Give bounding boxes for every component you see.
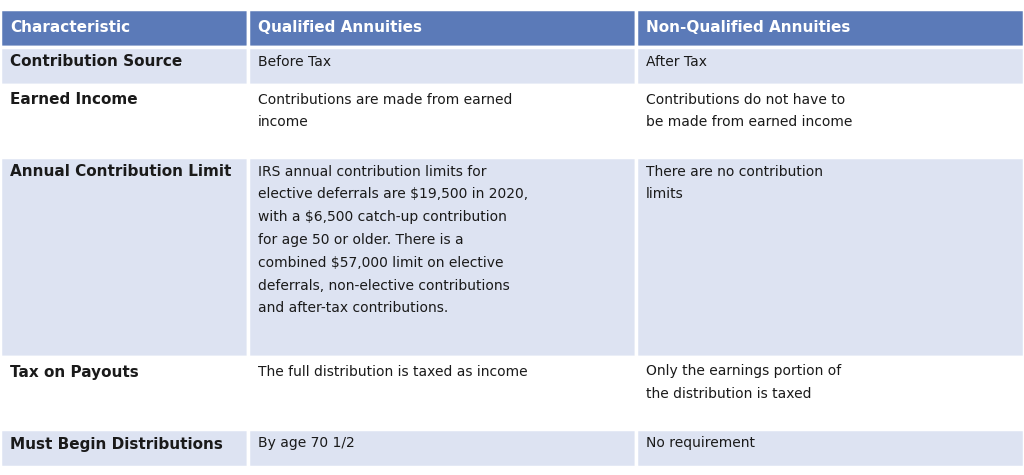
- Text: Must Begin Distributions: Must Begin Distributions: [10, 437, 223, 452]
- Bar: [248, 47, 636, 85]
- Bar: [248, 9, 636, 47]
- Bar: [636, 428, 1024, 466]
- Text: Contributions are made from earned
income: Contributions are made from earned incom…: [258, 93, 512, 129]
- Bar: [0, 47, 248, 85]
- Bar: [636, 156, 1024, 357]
- Text: Contribution Source: Contribution Source: [10, 55, 182, 69]
- Text: Annual Contribution Limit: Annual Contribution Limit: [10, 164, 231, 180]
- Bar: [0, 9, 248, 47]
- Text: Non-Qualified Annuities: Non-Qualified Annuities: [646, 20, 850, 35]
- Bar: [248, 156, 636, 357]
- Text: Qualified Annuities: Qualified Annuities: [258, 20, 422, 35]
- Bar: [248, 428, 636, 466]
- Bar: [0, 156, 248, 357]
- Bar: [0, 357, 248, 428]
- Text: Contributions do not have to
be made from earned income: Contributions do not have to be made fro…: [646, 93, 852, 129]
- Text: Before Tax: Before Tax: [258, 55, 331, 68]
- Text: There are no contribution
limits: There are no contribution limits: [646, 164, 823, 201]
- Bar: [636, 47, 1024, 85]
- Text: Earned Income: Earned Income: [10, 93, 137, 107]
- Bar: [636, 9, 1024, 47]
- Text: IRS annual contribution limits for
elective deferrals are $19,500 in 2020,
with : IRS annual contribution limits for elect…: [258, 164, 528, 315]
- Text: Characteristic: Characteristic: [10, 20, 130, 35]
- Text: No requirement: No requirement: [646, 437, 755, 450]
- Bar: [0, 428, 248, 466]
- Text: Only the earnings portion of
the distribution is taxed: Only the earnings portion of the distrib…: [646, 364, 842, 401]
- Text: By age 70 1/2: By age 70 1/2: [258, 437, 354, 450]
- Bar: [636, 85, 1024, 156]
- Bar: [248, 357, 636, 428]
- Bar: [248, 85, 636, 156]
- Text: After Tax: After Tax: [646, 55, 707, 68]
- Bar: [0, 85, 248, 156]
- Text: Tax on Payouts: Tax on Payouts: [10, 364, 138, 380]
- Text: The full distribution is taxed as income: The full distribution is taxed as income: [258, 364, 527, 379]
- Bar: [636, 357, 1024, 428]
